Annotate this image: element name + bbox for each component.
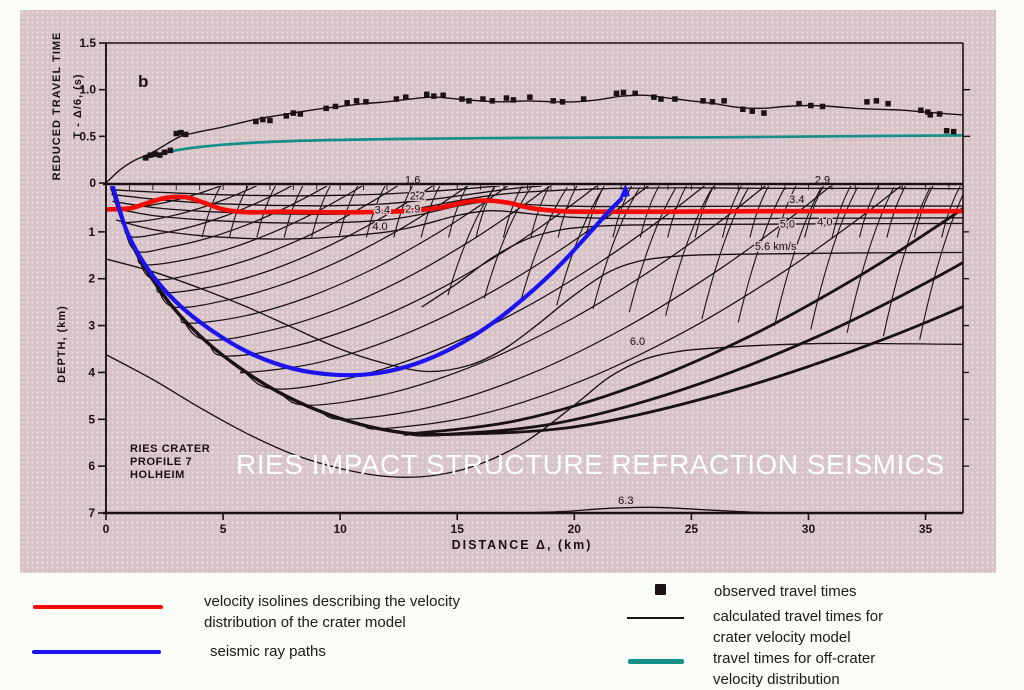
svg-text:10: 10: [333, 522, 347, 536]
legend-teal-line-swatch: [628, 659, 684, 664]
legend-label-line: calculated travel times for: [713, 608, 884, 625]
figure-title-overlay: RIES IMPACT STRUCTURE REFRACTION SEISMIC…: [236, 449, 945, 480]
legend-observed-square-swatch: [655, 584, 666, 595]
travel-time-axis-title: REDUCED TRAVEL TIME: [51, 31, 63, 181]
svg-text:4.0: 4.0: [372, 221, 387, 233]
legend-label-line: observed travel times: [714, 583, 857, 600]
svg-text:0: 0: [103, 522, 110, 536]
svg-text:2: 2: [88, 272, 95, 286]
legend-item-calculated: calculated travel times for crater veloc…: [713, 606, 883, 648]
legend-item-velocity-isolines: velocity isolines describing the velocit…: [204, 591, 460, 633]
depth-axis-title: DEPTH, (km): [56, 305, 68, 383]
svg-text:5: 5: [88, 412, 95, 426]
site-label: RIES CRATER PROFILE 7 HOLHEIM: [130, 443, 210, 482]
svg-text:25: 25: [685, 522, 699, 536]
svg-text:4,0: 4,0: [817, 217, 832, 229]
panel-letter: b: [138, 72, 149, 91]
svg-text:5: 5: [220, 522, 227, 536]
svg-text:2.9: 2.9: [405, 203, 420, 215]
svg-text:1.5: 1.5: [79, 36, 96, 50]
legend-calculated-line-swatch: [627, 617, 684, 619]
svg-text:1: 1: [88, 225, 95, 239]
legend-label-line: distribution of the crater model: [204, 614, 406, 631]
svg-text:6.0: 6.0: [630, 336, 645, 348]
site-label-line3: HOLHEIM: [130, 469, 185, 481]
legend-item-offcrater: travel times for off-crater velocity dis…: [713, 648, 875, 690]
svg-text:35: 35: [919, 522, 933, 536]
svg-text:7: 7: [88, 506, 95, 520]
legend-item-observed: observed travel times: [714, 581, 857, 602]
site-label-line1: RIES CRATER: [130, 443, 211, 455]
legend-label-line: crater velocity model: [713, 629, 851, 646]
legend-red-line-swatch: [33, 605, 163, 609]
svg-text:0: 0: [89, 176, 96, 190]
site-label-line2: PROFILE 7: [130, 456, 193, 468]
svg-text:15: 15: [451, 522, 465, 536]
svg-text:6.3: 6.3: [618, 495, 633, 507]
svg-text:4: 4: [88, 365, 95, 379]
travel-time-layer: [106, 89, 963, 183]
legend-label-line: velocity distribution: [713, 671, 840, 688]
legend-label-line: travel times for off-crater: [713, 650, 876, 667]
svg-text:6: 6: [88, 459, 95, 473]
svg-text:3.4: 3.4: [375, 204, 390, 216]
travel-time-axis-subtitle: T - Δ/6, (s): [72, 73, 84, 139]
legend-label-line: velocity isolines describing the velocit…: [204, 593, 460, 610]
velocity-labels: 1.62.23.4 2.94.02.93.45,0 4,05.6 km/s6.06.…: [371, 173, 834, 509]
svg-text:2.2: 2.2: [410, 190, 425, 202]
legend-blue-line-swatch: [32, 650, 161, 654]
svg-text:30: 30: [802, 522, 816, 536]
svg-text:5,0: 5,0: [780, 218, 795, 230]
legend-label-line: seismic ray paths: [210, 643, 326, 660]
blue-arrowhead: [619, 183, 630, 198]
svg-text:20: 20: [568, 522, 582, 536]
svg-text:3.4: 3.4: [789, 194, 804, 206]
legend-item-ray-paths: seismic ray paths: [210, 641, 326, 662]
svg-text:3: 3: [88, 319, 95, 333]
svg-text:0.5: 0.5: [79, 129, 96, 143]
svg-text:5.6 km/s: 5.6 km/s: [755, 241, 797, 253]
distance-axis-title: DISTANCE Δ, (km): [451, 538, 593, 552]
svg-text:1.0: 1.0: [79, 83, 96, 97]
